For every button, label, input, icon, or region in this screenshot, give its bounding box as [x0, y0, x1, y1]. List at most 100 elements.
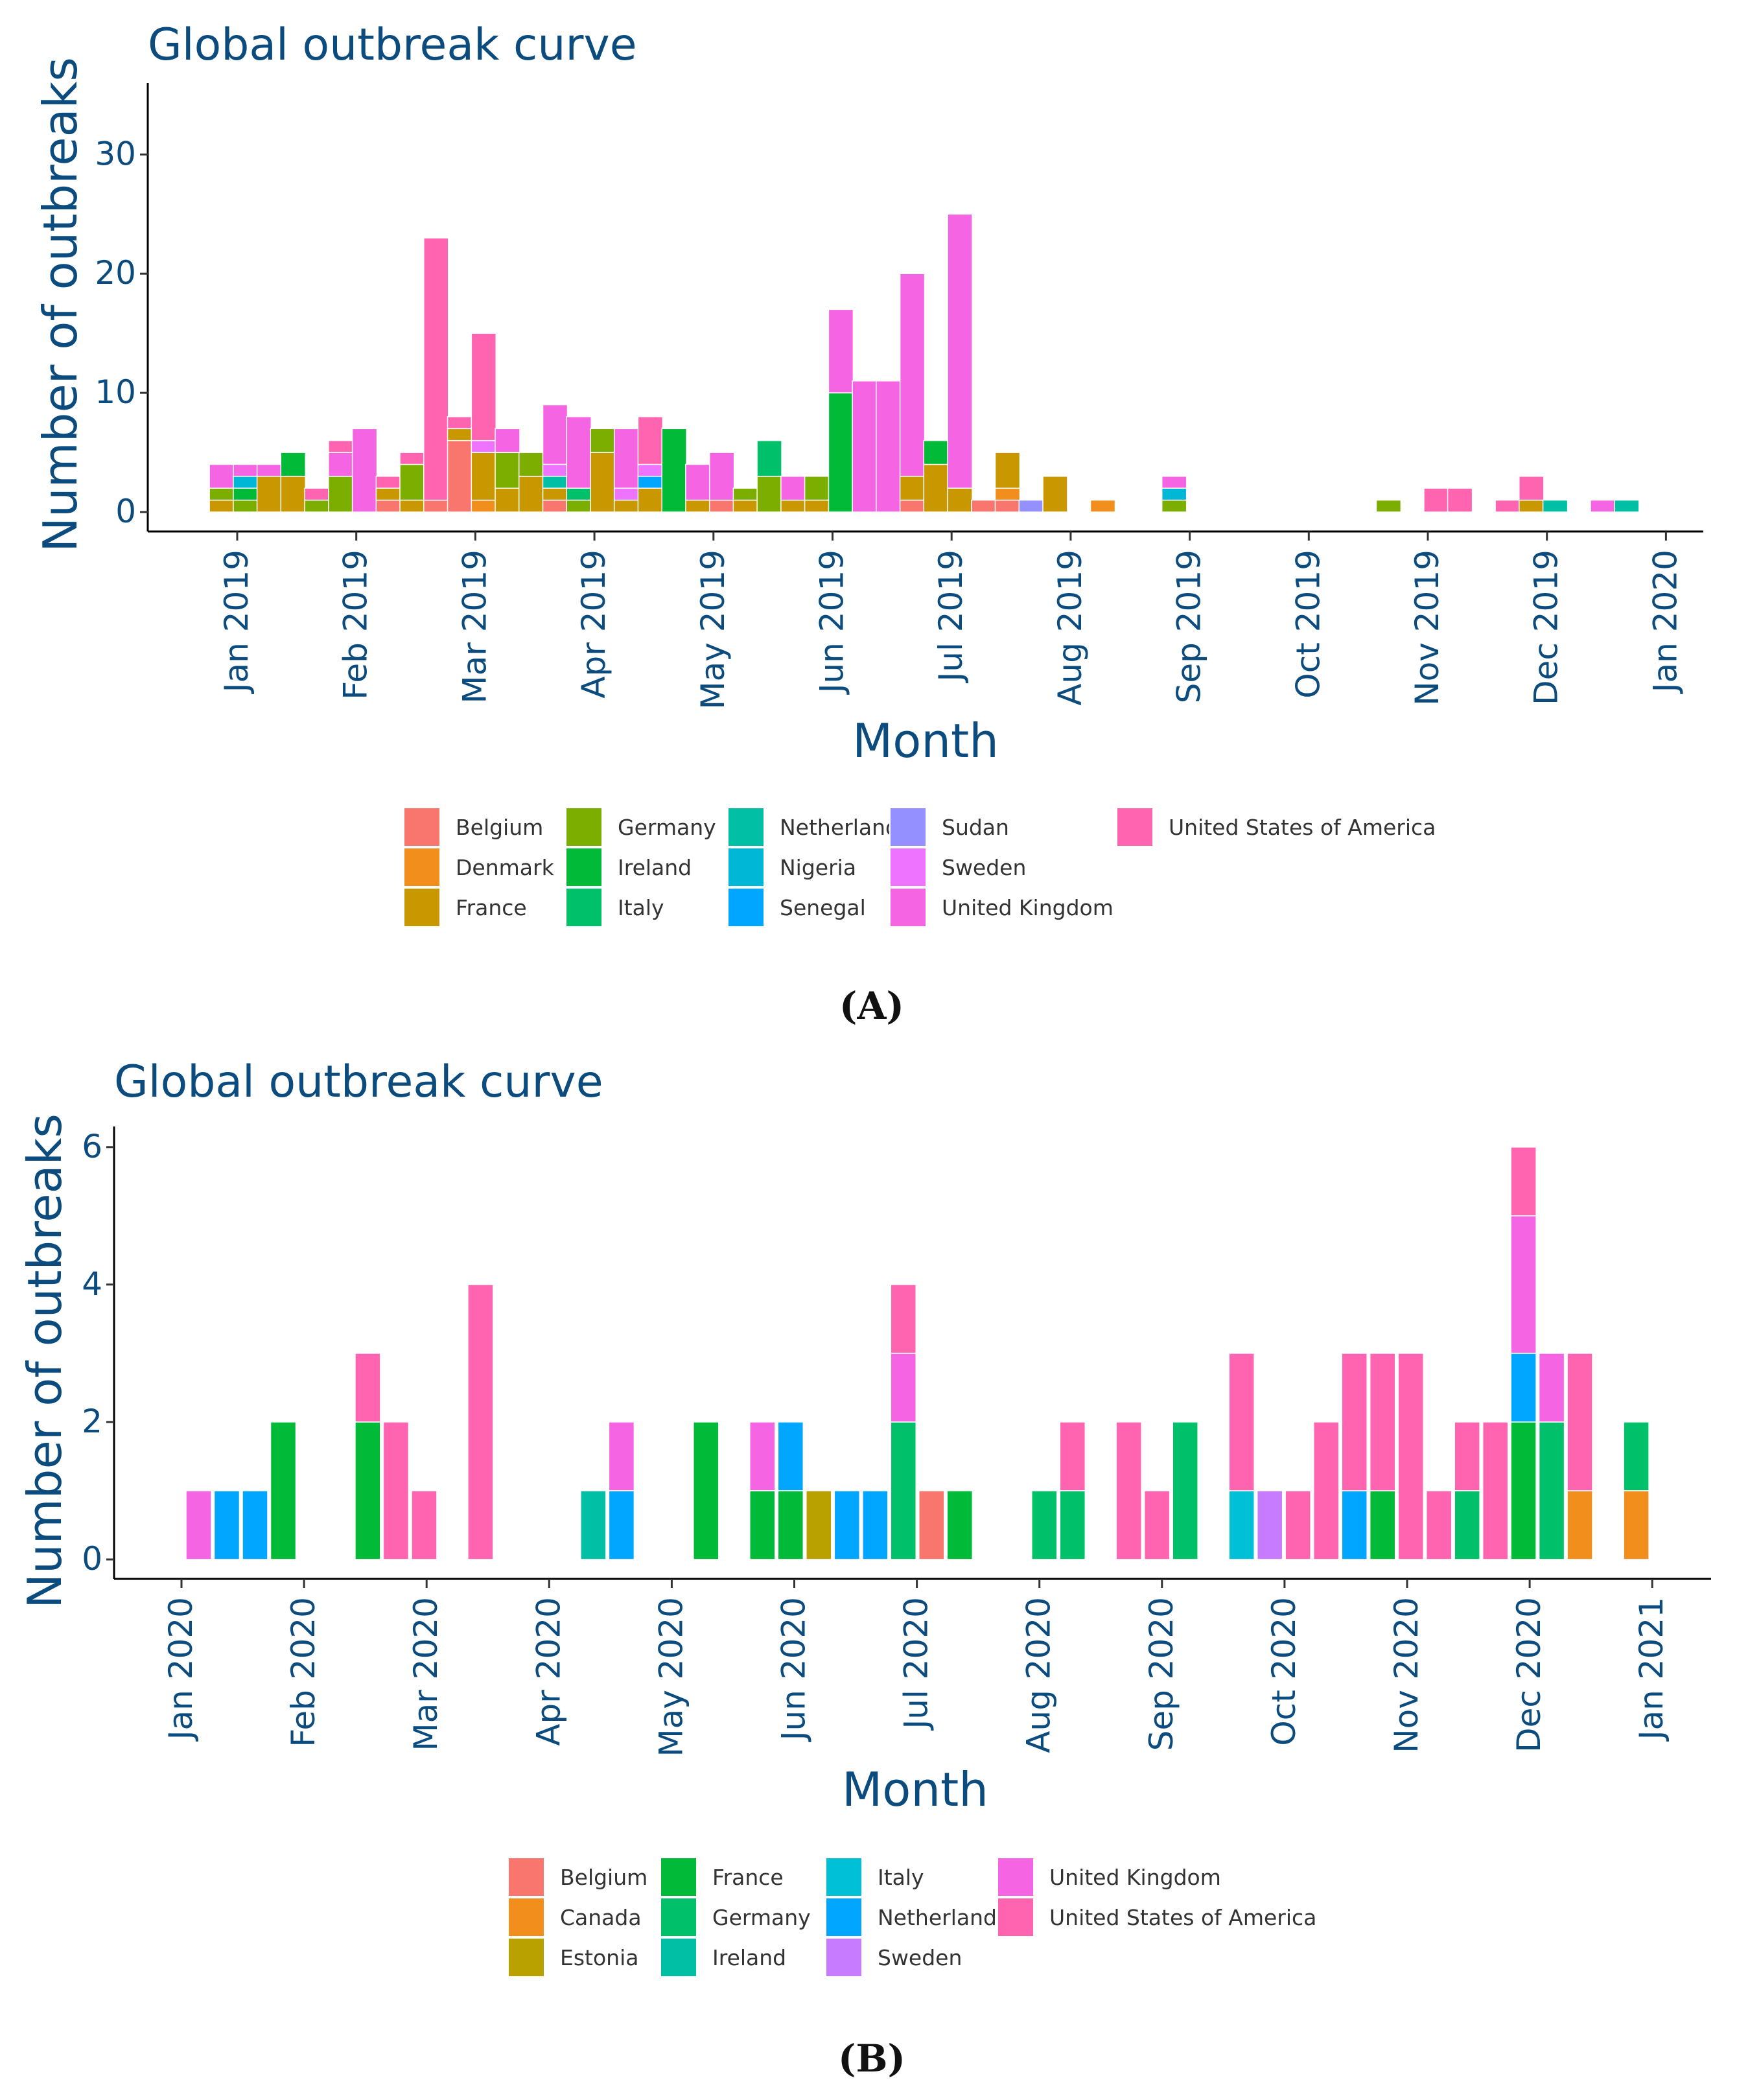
bar-segment-germany [209, 487, 235, 501]
x-tick-label: Jan 2020 [162, 1597, 200, 1742]
bar-segment-ireland [661, 428, 687, 513]
chart-b-y-ticks: 0 2 4 6 [82, 1128, 114, 1578]
bar-segment-france [685, 499, 711, 513]
bar-segment-denmark [994, 487, 1021, 501]
bar-segment-france [375, 487, 402, 501]
x-tick-label: Nov 2020 [1388, 1597, 1425, 1753]
bar-segment-united-kingdom [256, 463, 283, 477]
bar-segment-united-kingdom [852, 380, 878, 513]
bar-segment-netherlands [1614, 499, 1640, 513]
bar-segment-france [471, 452, 497, 501]
y-tick-label: 0 [115, 493, 136, 530]
bar-segment-sweden [471, 439, 497, 453]
chart-a-title: Global outbreak curve [148, 19, 637, 71]
legend-label-netherlands: Netherlands [780, 815, 910, 840]
chart-b-axes [113, 1126, 1711, 1580]
legend-key-united-kingdom [889, 887, 927, 928]
bar-segment-united-kingdom [209, 463, 235, 489]
x-tick-label: Aug 2020 [1020, 1597, 1058, 1753]
legend-key-united-states-of-america [997, 1897, 1034, 1937]
legend-label-france: France [456, 895, 527, 920]
bar-segment-netherlands [242, 1490, 268, 1560]
bar-segment-united-states-of-america [399, 452, 425, 465]
legend-key-france [403, 887, 441, 928]
legend-key-denmark [403, 847, 441, 887]
chart-a-legend: Belgium Denmark France Germany Ireland Italy N… [403, 807, 1436, 928]
bar-segment-belgium [375, 499, 402, 513]
bar-segment-united-states-of-america [355, 1353, 381, 1423]
bar-segment-france [749, 1490, 776, 1560]
legend-key-estonia [507, 1937, 545, 1978]
bar-segment-united-states-of-america [382, 1421, 410, 1560]
bar-segment-belgium [971, 499, 997, 513]
bar-segment-germany [1375, 499, 1402, 513]
bar-segment-germany [233, 499, 259, 513]
bar-segment-belgium [918, 1490, 945, 1560]
bar-segment-united-states-of-america [423, 237, 449, 501]
legend-label-italy: Italy [618, 895, 664, 920]
bar-segment-germany [1538, 1421, 1565, 1560]
chart-a-bars [209, 213, 1640, 513]
y-tick-label: 20 [95, 254, 136, 292]
x-tick-label: Oct 2020 [1265, 1597, 1303, 1746]
bar-segment-united-states-of-america [1482, 1421, 1509, 1560]
bar-segment-ireland [280, 452, 307, 477]
bar-segment-netherlands [777, 1421, 804, 1491]
bar-segment-united-states-of-america [1495, 499, 1521, 513]
bar-segment-france [947, 487, 973, 513]
bar-segment-france [542, 487, 568, 501]
bar-segment-united-states-of-america [1369, 1353, 1396, 1491]
x-tick-label: May 2019 [694, 550, 732, 710]
bar-segment-france [1369, 1490, 1396, 1560]
bar-segment-united-states-of-america [1397, 1353, 1424, 1560]
bar-segment-italy [566, 487, 592, 501]
bar-segment-united-states-of-america [637, 416, 664, 465]
chart-b-x-ticks: Jan 2020 Feb 2020 Mar 2020 Apr 2020 May 2020… [162, 1579, 1670, 1757]
bar-segment-france [994, 452, 1021, 489]
bar-segment-germany [328, 476, 354, 513]
bar-segment-united-states-of-america [1519, 476, 1545, 501]
bar-segment-united-kingdom [613, 428, 640, 489]
bar-segment-ireland [233, 487, 259, 501]
bar-segment-france [270, 1421, 297, 1560]
legend-key-united-states-of-america [1116, 807, 1154, 847]
x-tick-label: Jan 2019 [218, 550, 255, 694]
bar-segment-france [780, 499, 806, 513]
legend-label-united-kingdom: United Kingdom [1049, 1865, 1221, 1890]
bar-segment-nigeria [1161, 487, 1187, 501]
legend-label-senegal: Senegal [780, 895, 866, 920]
legend-key-netherlands [727, 807, 765, 847]
x-tick-label: Jul 2020 [898, 1597, 935, 1731]
bar-segment-belgium [447, 439, 473, 513]
bar-segment-germany [1454, 1490, 1480, 1560]
bar-segment-denmark [1090, 499, 1116, 513]
x-tick-label: Sep 2020 [1143, 1597, 1180, 1751]
legend-key-united-kingdom [997, 1857, 1034, 1897]
legend-label-germany: Germany [618, 815, 716, 840]
bar-segment-france [590, 452, 616, 513]
bar-segment-france [495, 487, 520, 513]
x-tick-label: Jan 2020 [1646, 550, 1684, 694]
legend-label-netherlands: Netherlands [878, 1905, 1008, 1930]
bar-segment-united-kingdom [185, 1490, 212, 1560]
legend-label-france: France [712, 1865, 784, 1890]
bar-segment-germany [804, 476, 830, 501]
bar-segment-denmark [471, 499, 497, 513]
x-tick-label: Aug 2019 [1051, 550, 1089, 706]
bar-segment-sweden [613, 487, 640, 501]
bar-segment-united-kingdom [542, 404, 568, 465]
legend-key-ireland [565, 847, 603, 887]
x-tick-label: Feb 2020 [285, 1597, 322, 1747]
chart-a-y-axis-label: Number of outbreaks [33, 57, 87, 552]
bar-segment-germany [1623, 1421, 1650, 1491]
bar-segment-united-kingdom [708, 452, 735, 501]
bar-segment-france [518, 476, 544, 513]
bar-segment-germany [732, 487, 759, 501]
bar-segment-united-kingdom [1510, 1215, 1537, 1354]
chart-b-title: Global outbreak curve [114, 1056, 603, 1108]
legend-label-united-states-of-america: United States of America [1169, 815, 1436, 840]
chart-a-x-axis-label: Month [852, 714, 999, 768]
bar-segment-united-states-of-america [1285, 1490, 1311, 1560]
legend-key-nigeria [727, 847, 765, 887]
legend-label-sudan: Sudan [942, 815, 1009, 840]
